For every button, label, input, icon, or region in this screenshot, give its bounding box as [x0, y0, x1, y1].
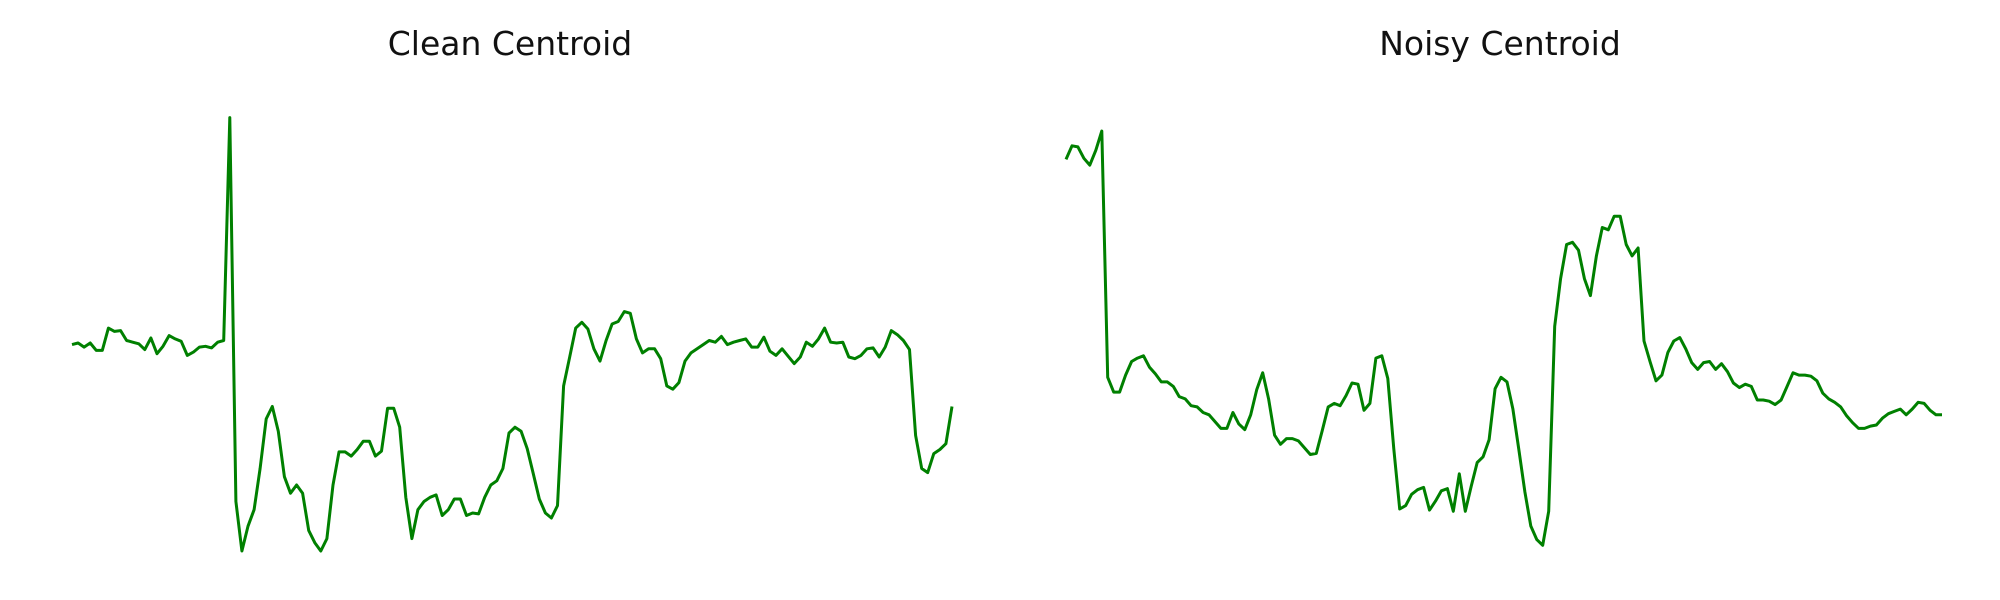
chart-title-clean: Clean Centroid [387, 24, 633, 63]
chart-panel-clean: Clean Centroid [71, 24, 954, 553]
chart-plot-clean [71, 116, 954, 553]
chart-panel-noisy: Noisy Centroid [1000, 0, 2000, 600]
chart-title-noisy: Noisy Centroid [1379, 24, 1621, 63]
series-line-clean [71, 116, 954, 553]
series-line-noisy [1064, 129, 1942, 547]
chart-plot-noisy [1064, 129, 1942, 547]
